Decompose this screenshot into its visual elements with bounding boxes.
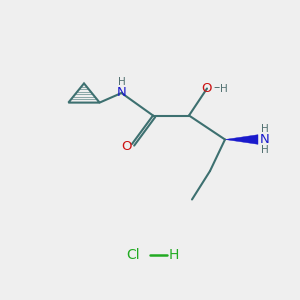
Text: Cl: Cl <box>127 248 140 262</box>
Text: H: H <box>261 145 268 155</box>
Text: H: H <box>169 248 179 262</box>
Polygon shape <box>225 135 258 144</box>
Text: O: O <box>122 140 132 154</box>
Text: O: O <box>202 82 212 95</box>
Text: H: H <box>118 76 125 87</box>
Text: H: H <box>261 124 268 134</box>
Text: H: H <box>220 83 227 94</box>
Text: –: – <box>214 81 220 94</box>
Text: N: N <box>117 86 126 100</box>
Text: N: N <box>260 133 269 146</box>
